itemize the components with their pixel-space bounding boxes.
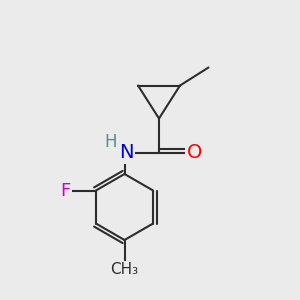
- Text: F: F: [60, 182, 70, 200]
- Text: N: N: [119, 143, 133, 163]
- Text: H: H: [105, 133, 117, 151]
- Text: O: O: [187, 143, 202, 163]
- Text: CH₃: CH₃: [110, 262, 139, 278]
